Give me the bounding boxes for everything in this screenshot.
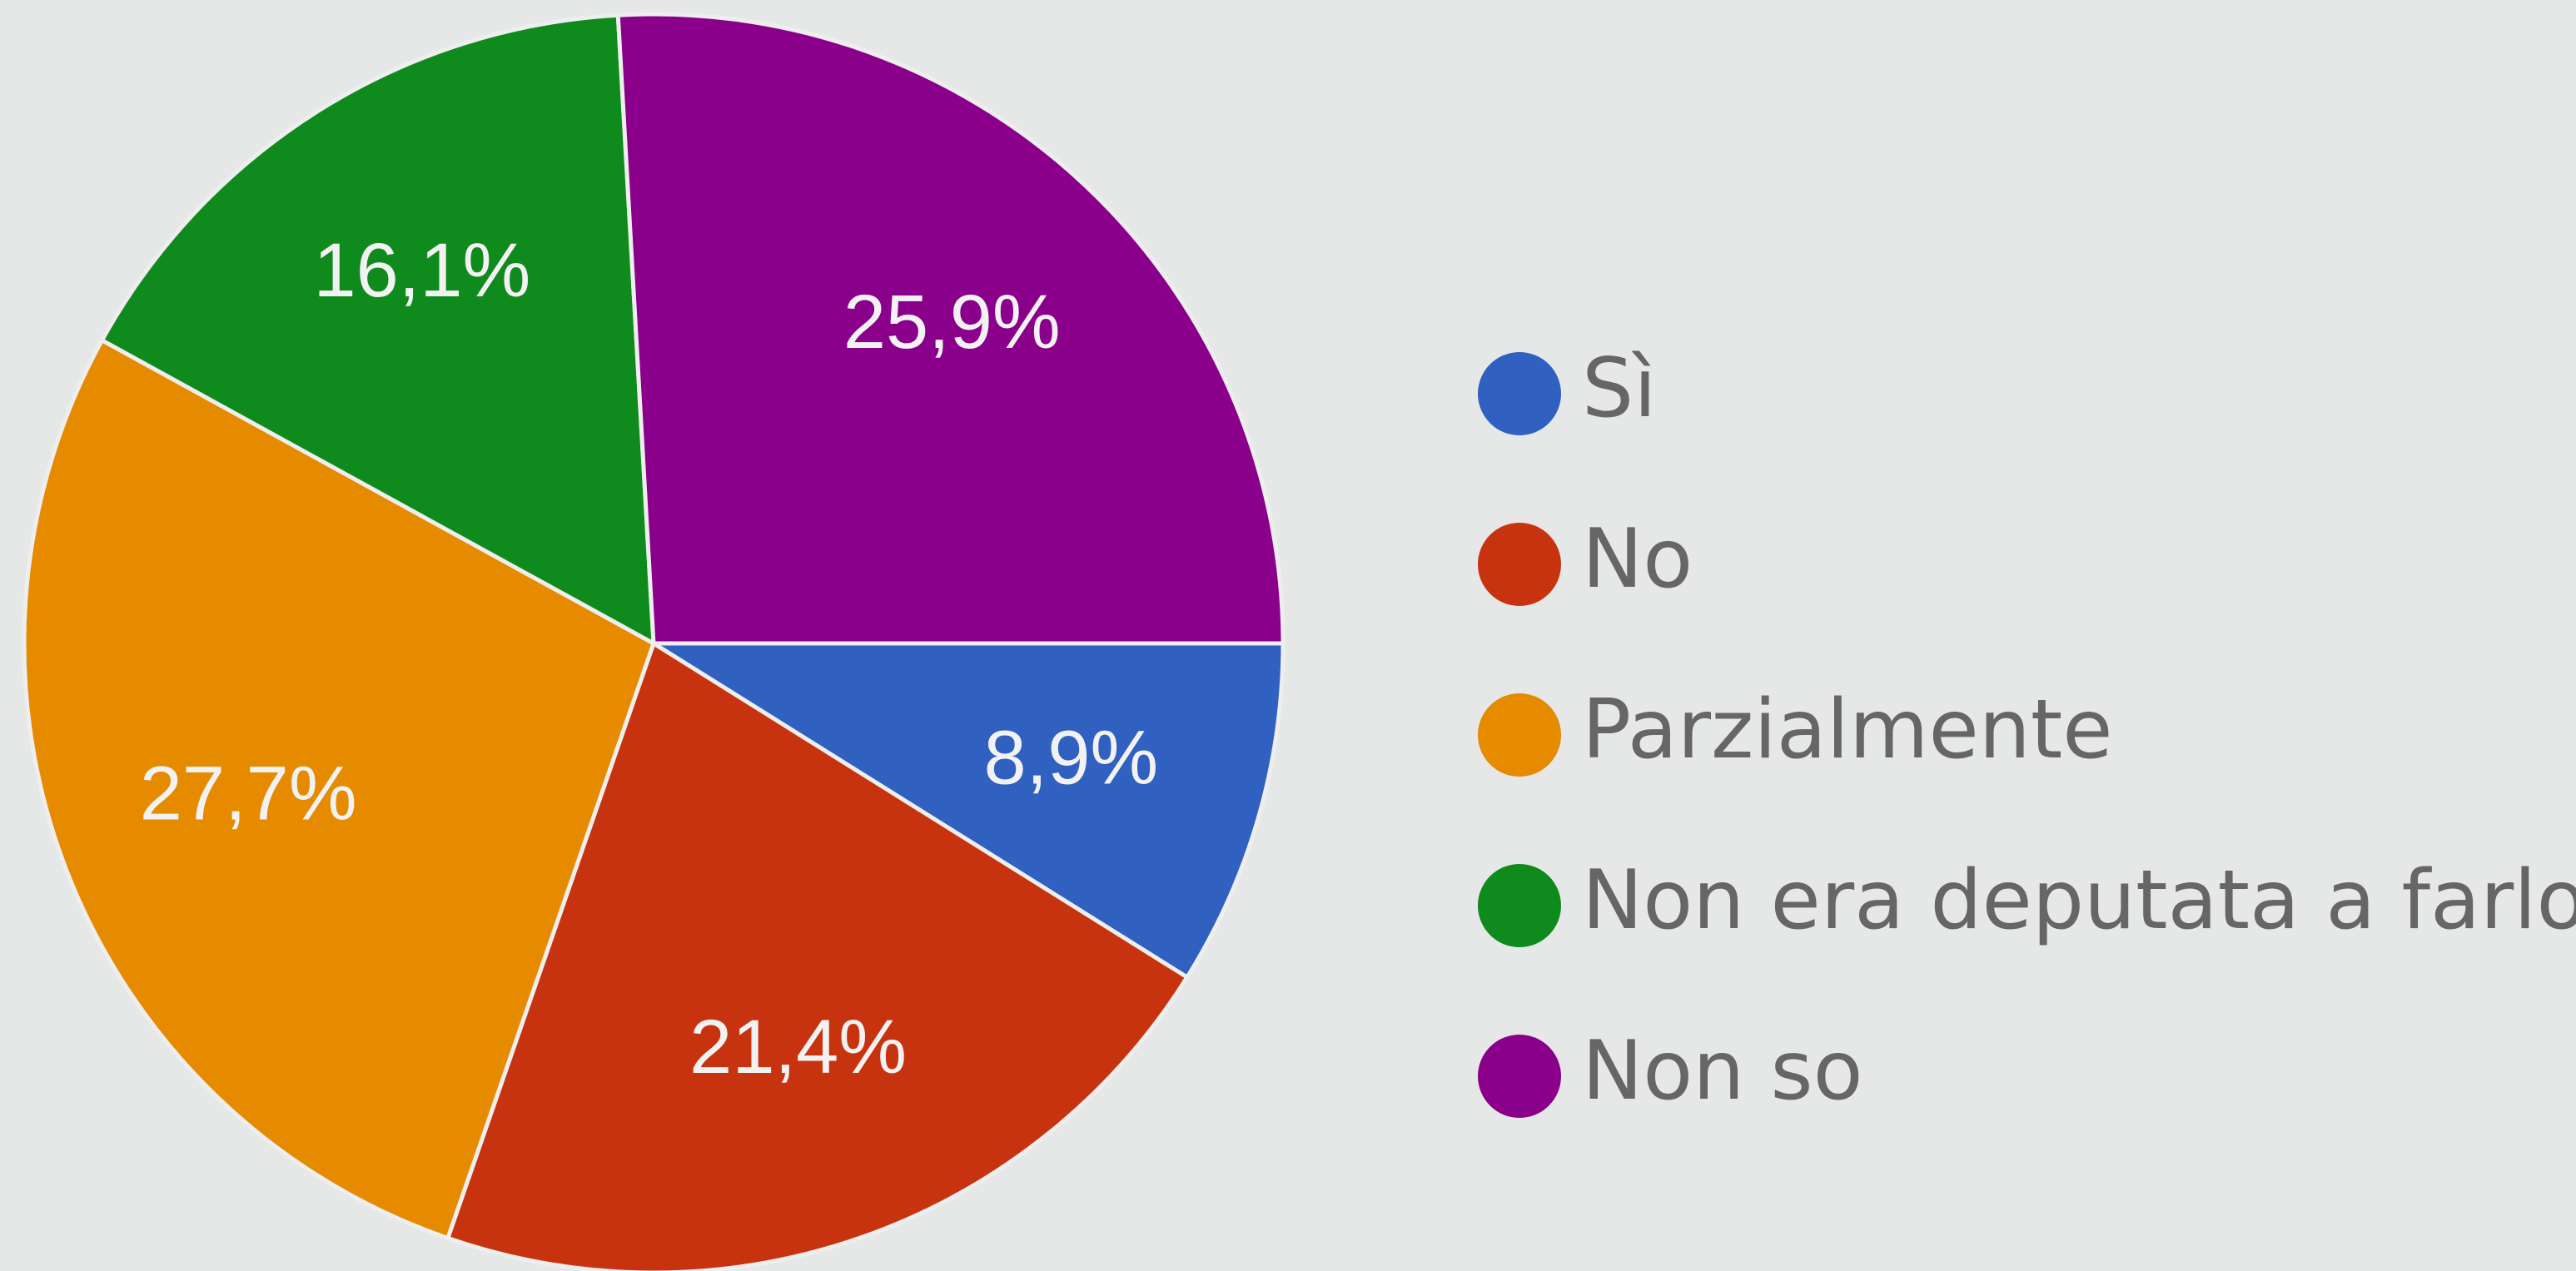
pie-slice xyxy=(445,640,1191,1271)
pie-slice xyxy=(22,337,657,1241)
value-label: 8,9% xyxy=(984,715,1159,800)
legend-label: Parzialmente xyxy=(1582,683,2113,777)
value-label: 27,7% xyxy=(140,752,357,837)
value-label: 16,1% xyxy=(313,228,530,313)
legend-label: Non so xyxy=(1582,1024,1863,1119)
legend-swatch xyxy=(1478,693,1561,777)
legend-swatch xyxy=(1478,864,1561,947)
value-label: 25,9% xyxy=(843,280,1061,365)
pie-slice xyxy=(646,641,1286,981)
legend-label: Non era deputata a farlo xyxy=(1582,853,2576,948)
legend-swatch xyxy=(1478,352,1561,435)
pie-slice xyxy=(615,12,1286,646)
legend-label: Sì xyxy=(1582,341,1656,436)
legend-swatch xyxy=(1478,1035,1561,1118)
legend-label: No xyxy=(1582,512,1693,607)
pie-slice xyxy=(99,12,656,648)
value-label: 21,4% xyxy=(689,1005,907,1090)
legend-swatch xyxy=(1478,523,1561,606)
